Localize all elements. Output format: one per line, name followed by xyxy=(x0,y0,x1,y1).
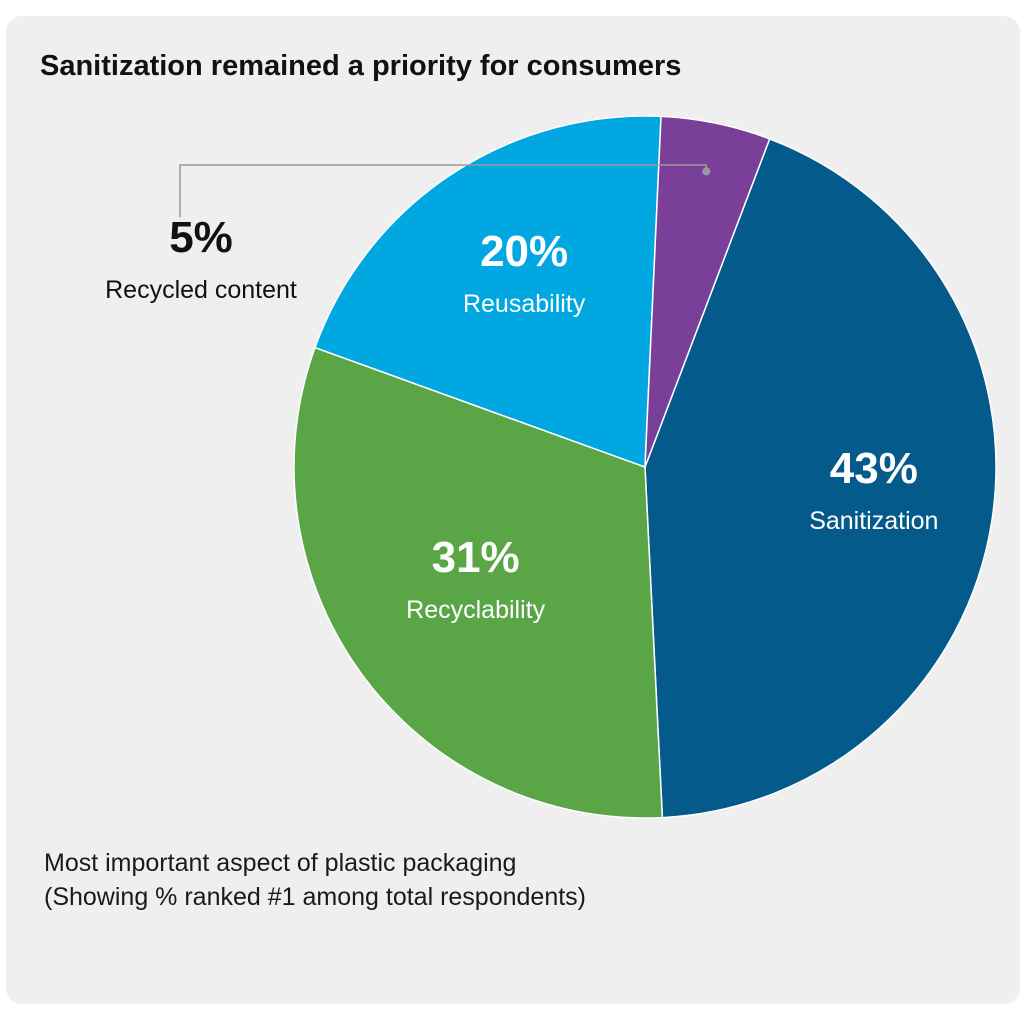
pie-slice-recycled-content xyxy=(644,115,771,468)
slice-label-reusability: Reusability xyxy=(463,290,586,318)
slice-value-recycled-content: 5% xyxy=(169,213,233,262)
footnote-line-1: Most important aspect of plastic packagi… xyxy=(44,849,517,877)
chart-footnote: Most important aspect of plastic packagi… xyxy=(44,846,586,914)
slice-label-sanitization: Sanitization xyxy=(809,507,938,535)
callout xyxy=(179,164,711,217)
pie-slice-reusability xyxy=(313,115,662,469)
slice-label-recyclability: Recyclability xyxy=(406,596,545,624)
footnote-line-2: (Showing % ranked #1 among total respond… xyxy=(44,883,586,911)
slice-value-sanitization: 43% xyxy=(830,444,918,493)
chart-title: Sanitization remained a priority for con… xyxy=(40,50,682,82)
slice-value-recyclability: 31% xyxy=(432,533,520,582)
slice-label-recycled-content: Recycled content xyxy=(105,276,297,304)
slice-labels: 43% Sanitization 31% Recyclability 20% Reusab… xyxy=(105,213,938,624)
pie-slices xyxy=(293,115,997,819)
pie-slice-sanitization xyxy=(644,137,997,819)
slice-value-reusability: 20% xyxy=(480,227,568,276)
callout-dot xyxy=(702,167,711,176)
pie-slice-recyclability xyxy=(293,346,664,819)
